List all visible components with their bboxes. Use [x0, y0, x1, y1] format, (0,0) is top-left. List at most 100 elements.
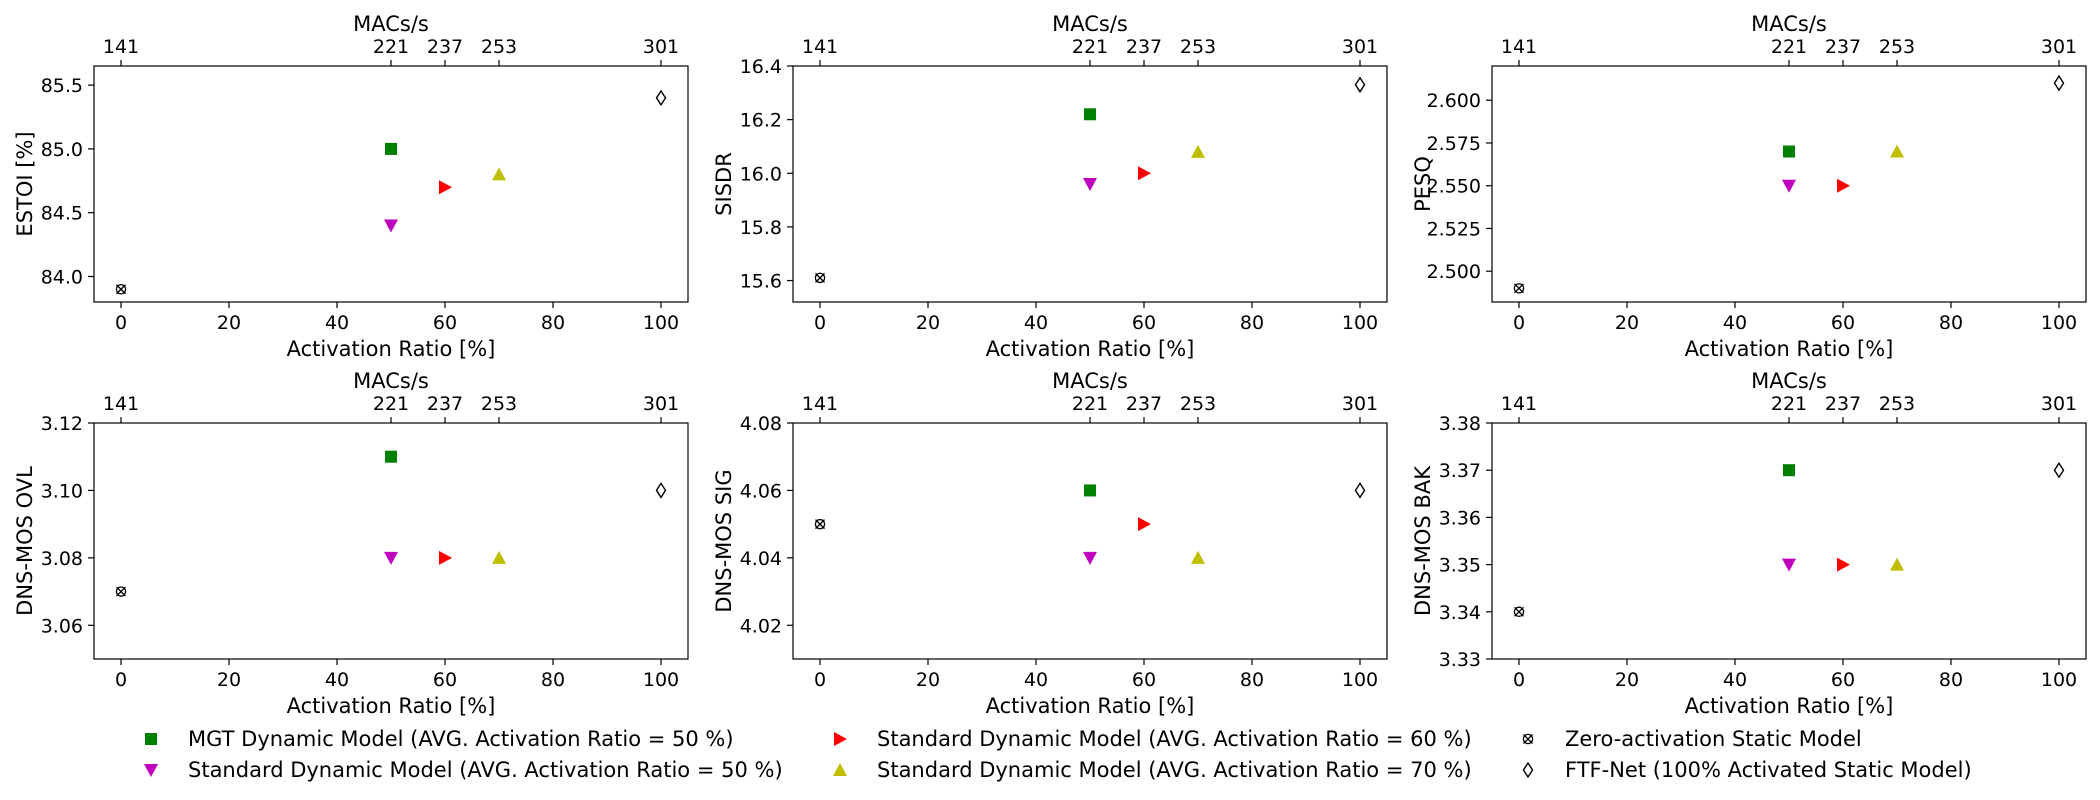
- top-tick-label: 221: [1771, 36, 1807, 58]
- legend-item-std50: Standard Dynamic Model (AVG. Activation …: [144, 758, 783, 782]
- x-tick-label: 0: [814, 669, 826, 691]
- y-tick-label: 3.36: [1439, 507, 1481, 529]
- data-point-std50: [1083, 551, 1097, 565]
- data-point-std70: [1191, 550, 1205, 564]
- subplot-2: 0 20 40 60 80 100 15.6 15.8 16.0 16.2 16.4 141 221 23…: [712, 12, 1388, 361]
- axes-frame: [1491, 422, 2087, 660]
- y-tick-label: 2.575: [1427, 133, 1481, 155]
- top-tick-label: 237: [1126, 393, 1162, 415]
- data-point-std60: [1138, 166, 1151, 181]
- legend-label: Standard Dynamic Model (AVG. Activation …: [877, 758, 1472, 782]
- data-point-std70: [492, 167, 506, 181]
- data-point-ftf: [655, 482, 667, 499]
- data-point-std50: [384, 219, 398, 233]
- subplot-1: 0 20 40 60 80 100 84.0 84.5 85.0 85.5 141 221 237 253…: [13, 12, 689, 361]
- x-tick-label: 40: [325, 669, 349, 691]
- x-tick-label: 40: [1723, 312, 1747, 334]
- data-point-std50: [384, 551, 398, 565]
- x-tick-label: 40: [325, 312, 349, 334]
- x-axis-label: Activation Ratio [%]: [986, 337, 1195, 361]
- top-tick-label: 301: [1342, 393, 1378, 415]
- y-axis-label: DNS-MOS BAK: [1411, 465, 1435, 616]
- legend-label: Standard Dynamic Model (AVG. Activation …: [188, 758, 783, 782]
- legend-marker-std50: [144, 764, 158, 777]
- top-tick-label: 253: [1180, 36, 1216, 58]
- data-point-std70: [492, 550, 506, 564]
- x-axis-label: Activation Ratio [%]: [986, 694, 1195, 718]
- top-tick-label: 301: [643, 36, 679, 58]
- y-tick-label: 16.4: [740, 56, 782, 78]
- y-tick-label: 3.08: [41, 548, 83, 570]
- y-tick-label: 4.04: [740, 548, 782, 570]
- top-tick-label: 221: [1072, 393, 1108, 415]
- x-tick-label: 80: [1240, 669, 1264, 691]
- x-tick-label: 60: [1132, 312, 1156, 334]
- top-tick-label: 301: [1342, 36, 1378, 58]
- top-axis-label: MACs/s: [1052, 369, 1128, 393]
- top-tick-label: 253: [1879, 36, 1915, 58]
- y-tick-label: 16.0: [740, 163, 782, 185]
- x-tick-label: 100: [643, 669, 679, 691]
- x-tick-label: 40: [1024, 312, 1048, 334]
- x-tick-label: 60: [433, 312, 457, 334]
- legend-marker-std60: [834, 732, 847, 746]
- x-tick-label: 0: [814, 312, 826, 334]
- data-point-ftf: [2053, 461, 2065, 479]
- legend-item-zero: Zero-activation Static Model: [1522, 727, 1862, 751]
- legend-item-std70: Standard Dynamic Model (AVG. Activation …: [833, 758, 1472, 782]
- data-point-std50: [1083, 178, 1097, 191]
- top-axis-label: MACs/s: [1751, 12, 1827, 36]
- data-point-ftf: [1354, 482, 1366, 499]
- y-tick-label: 15.6: [740, 271, 782, 293]
- top-tick-label: 301: [2041, 393, 2077, 415]
- top-axis-label: MACs/s: [1751, 369, 1827, 393]
- data-point-zero: [115, 586, 127, 597]
- top-tick-label: 237: [427, 393, 463, 415]
- legend-label: Standard Dynamic Model (AVG. Activation …: [877, 727, 1472, 751]
- top-tick-label: 141: [802, 36, 838, 58]
- y-axis-label: DNS-MOS OVL: [13, 466, 37, 616]
- top-tick-label: 221: [373, 36, 409, 58]
- y-tick-label: 3.35: [1439, 555, 1481, 577]
- data-point-ftf: [655, 89, 667, 107]
- x-tick-label: 0: [115, 312, 127, 334]
- y-axis-label: DNS-MOS SIG: [712, 469, 736, 612]
- top-tick-label: 253: [1180, 393, 1216, 415]
- y-tick-label: 3.34: [1439, 602, 1481, 624]
- top-axis-label: MACs/s: [353, 12, 429, 36]
- data-point-mgt: [385, 142, 397, 155]
- subplot-3: 0 20 40 60 80 100 2.500 2.525 2.550 2.575 2.600 141…: [1411, 12, 2087, 361]
- data-point-mgt: [1783, 145, 1795, 158]
- x-axis-label: Activation Ratio [%]: [287, 337, 496, 361]
- data-point-std70: [1191, 144, 1205, 158]
- y-tick-label: 84.5: [41, 203, 83, 225]
- data-point-mgt: [1084, 108, 1096, 121]
- x-tick-label: 100: [643, 312, 679, 334]
- x-axis-label: Activation Ratio [%]: [1685, 694, 1894, 718]
- data-point-zero: [115, 283, 127, 295]
- x-tick-label: 60: [433, 669, 457, 691]
- y-tick-label: 3.06: [41, 615, 83, 637]
- x-tick-label: 80: [1939, 669, 1963, 691]
- x-axis-label: Activation Ratio [%]: [1685, 337, 1894, 361]
- data-point-std70: [1890, 557, 1904, 571]
- top-tick-label: 221: [373, 393, 409, 415]
- x-tick-label: 100: [2041, 669, 2077, 691]
- x-tick-label: 0: [1513, 669, 1525, 691]
- top-tick-label: 141: [103, 393, 139, 415]
- x-tick-label: 80: [1939, 312, 1963, 334]
- x-tick-label: 60: [1831, 669, 1855, 691]
- data-point-std60: [439, 550, 452, 565]
- y-tick-label: 3.10: [41, 480, 83, 502]
- y-axis-label: ESTOI [%]: [13, 131, 37, 236]
- data-point-std60: [1837, 178, 1850, 193]
- y-tick-label: 84.0: [41, 266, 83, 288]
- x-tick-label: 80: [1240, 312, 1264, 334]
- data-point-zero: [1513, 606, 1525, 618]
- top-tick-label: 141: [103, 36, 139, 58]
- top-tick-label: 301: [643, 393, 679, 415]
- legend-marker-std70: [833, 763, 847, 776]
- x-tick-label: 80: [541, 312, 565, 334]
- data-point-zero: [1513, 283, 1525, 294]
- data-point-zero: [814, 272, 826, 284]
